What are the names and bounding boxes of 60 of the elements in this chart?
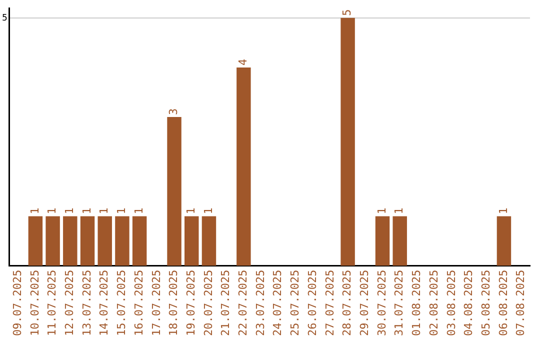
x-tick-label: 16.07.2025 [132, 270, 146, 336]
x-tick-label: 03.08.2025 [444, 270, 458, 336]
bar [46, 216, 60, 266]
x-tick-label: 15.07.2025 [115, 270, 128, 336]
data-label: 1 [392, 208, 406, 214]
bar [167, 117, 182, 266]
data-label: 1 [80, 208, 94, 214]
x-tick-label: 13.07.2025 [80, 270, 94, 336]
x-tick-label: 25.07.2025 [288, 270, 302, 336]
bar [63, 216, 78, 266]
x-tick-label: 14.07.2025 [98, 270, 111, 336]
x-tick-label: 28.07.2025 [340, 270, 354, 336]
x-tick-label: 18.07.2025 [167, 270, 180, 336]
x-tick-label: 19.07.2025 [184, 270, 198, 336]
bar [132, 216, 147, 266]
data-label: 1 [63, 208, 76, 214]
bar [28, 216, 43, 266]
bar [184, 216, 199, 266]
data-label: 1 [132, 208, 146, 214]
x-tick-label: 31.07.2025 [392, 270, 406, 336]
bar [392, 216, 407, 266]
x-tick-label: 20.07.2025 [202, 270, 215, 336]
data-label: 3 [167, 108, 180, 116]
data-label: 1 [28, 208, 42, 214]
data-label: 1 [375, 208, 388, 214]
x-tick-label: 05.08.2025 [479, 270, 492, 336]
bar [98, 216, 112, 266]
data-label: 1 [115, 208, 128, 214]
x-tick-label: 02.08.2025 [427, 270, 440, 336]
x-tick-label: 21.07.2025 [219, 270, 232, 336]
data-label: 5 [340, 9, 354, 16]
bar [80, 216, 95, 266]
x-tick-label: 06.08.2025 [496, 270, 510, 336]
data-label: 1 [496, 208, 510, 214]
data-label: 1 [98, 208, 111, 214]
data-label: 1 [184, 208, 198, 214]
x-tick-label: 23.07.2025 [254, 270, 267, 336]
x-tick-label: 12.07.2025 [63, 270, 76, 336]
data-label: 1 [46, 208, 59, 214]
x-tick-label: 27.07.2025 [323, 270, 336, 336]
bar [202, 216, 216, 266]
x-tick-label: 26.07.2025 [306, 270, 319, 336]
x-tick-label: 24.07.2025 [271, 270, 284, 336]
x-tick-label: 17.07.2025 [150, 270, 163, 336]
bar [496, 216, 512, 266]
x-tick-label: 10.07.2025 [28, 270, 42, 336]
data-label: 4 [236, 58, 250, 66]
x-tick-label: 30.07.2025 [375, 270, 388, 336]
x-tick-label: 07.08.2025 [514, 270, 528, 336]
x-tick-label: 09.07.2025 [10, 270, 24, 336]
bar [115, 216, 130, 266]
data-label: 1 [202, 208, 215, 214]
x-tick-label: 01.08.2025 [410, 270, 424, 336]
bar [375, 216, 390, 266]
bar [340, 18, 355, 266]
x-tick-label: 29.07.2025 [358, 270, 372, 336]
x-tick-label: 11.07.2025 [46, 270, 59, 336]
bar [236, 67, 251, 266]
x-tick-label: 22.07.2025 [236, 270, 250, 336]
x-tick-label: 04.08.2025 [462, 270, 476, 336]
